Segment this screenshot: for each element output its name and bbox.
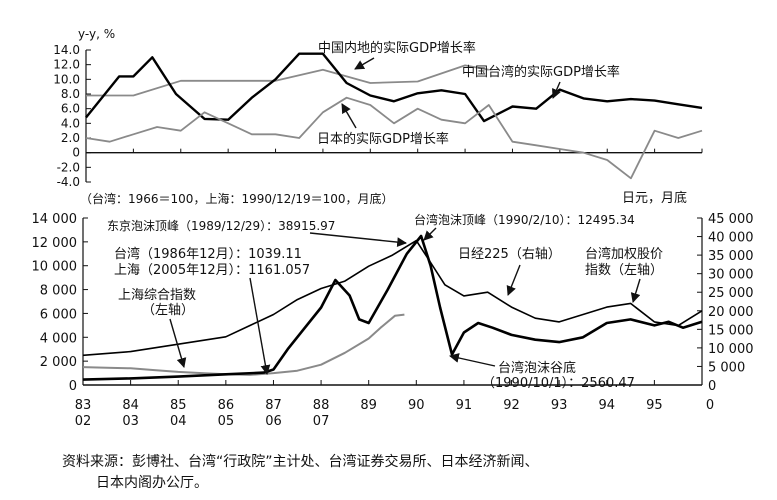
stock-left-axis: 0 2 000 4 000 6 000 8 000 10 000 12 000 14 000 [32,212,88,394]
stock-x-tick-label: 88 [313,398,330,413]
stock-x-tick-label: 91 [456,398,473,413]
stock-x-tick-label-end: 0 [706,398,714,413]
source-line-1: 资料来源：彭博社、台湾“行政院”主计处、台湾证券交易所、日本经济新闻、 [62,454,539,470]
stock-x-tick-label: 90 [408,398,425,413]
stock-x-tick-label-2: 02 [75,414,92,429]
arrow-taiwan-trough [449,353,496,367]
stock-x-tick-label: 86 [218,398,235,413]
stock-left-tick-label: 8 000 [40,284,77,299]
stock-panel: （台湾：1966＝100，上海：1990/12/19＝100，月底） 日元，月底… [32,190,754,429]
arrow-nikkei [506,264,521,296]
stock-x-tick-label: 95 [646,398,663,413]
stock-right-tick-label: 5 000 [708,360,745,375]
stock-left-tick-label: 4 000 [40,331,77,346]
stock-left-tick-label: 2 000 [40,355,77,370]
gdp-lines [85,52,703,180]
source-line-2: 日本内阁办公厅。 [96,475,208,491]
arrow-china-mainland [354,57,375,70]
stock-x-tick-label: 94 [598,398,615,413]
gdp-panel: y-y, % 14.012.010.08.06.04.02.00-2.0-4.0… [53,27,703,189]
label-japan-gdp: 日本的实际GDP增长率 [317,131,449,147]
gdp-y-tick-label: 2.0 [61,131,80,145]
gdp-ylabel: y-y, % [78,27,115,41]
label-sse-1: 上海综合指数 [118,288,196,303]
source-note: 资料来源：彭博社、台湾“行政院”主计处、台湾证券交易所、日本经济新闻、 日本内阁… [62,452,762,494]
gdp-y-tick-label: 6.0 [61,102,80,116]
label-taiwan-gdp: 中国台湾的实际GDP增长率 [462,64,620,80]
stock-left-tick-label: 6 000 [40,307,77,322]
stock-series-line-1 [82,234,703,381]
gdp-series-line-2 [85,96,703,180]
stock-x-tick-label-2: 03 [122,414,139,429]
stock-series-line-2 [82,239,703,357]
stock-right-axis: 0 5 000 10 000 15 000 20 000 25 000 30 000 35 0… [697,212,754,394]
arrow-taiwan-1986 [249,277,271,375]
stock-y2label: 日元，月底 [622,190,687,206]
label-shanghai-2005: 上海（2005年12月）：1161.057 [114,263,310,278]
stock-x-axis: 83 84 85 86 87 88 89 90 91 92 93 94 95 0 02 03 04 05 06 07 [75,380,714,429]
label-china-mainland-gdp: 中国内地的实际GDP增长率 [318,40,476,56]
gdp-y-tick-label: 0 [72,146,80,160]
arrow-sse [169,318,187,368]
stock-x-tick-label: 93 [551,398,568,413]
stock-x-tick-label: 85 [170,398,187,413]
stock-left-tick-label: 12 000 [32,236,78,251]
stock-x-tick-label-2: 05 [218,414,235,429]
stock-x-tick-label-2: 07 [313,414,330,429]
stock-left-tick-label: 0 [69,379,77,394]
label-taiwan-trough-1: 台湾泡沫谷底 [498,360,576,376]
stock-left-tick-label: 10 000 [32,260,78,275]
label-nikkei: 日经225（右轴） [458,247,561,262]
label-sse-2: （左轴） [142,303,194,318]
gdp-y-tick-label: -2.0 [57,160,80,174]
stock-x-tick-label-2: 06 [265,414,282,429]
stock-note: （台湾：1966＝100，上海：1990/12/19＝100，月底） [80,191,394,206]
stock-left-tick-label: 14 000 [32,212,78,227]
arrow-japan [341,103,357,129]
label-taiwan-1986: 台湾（1986年12月）：1039.11 [114,246,302,262]
label-taiwan-peak: 台湾泡沫顶峰（1990/2/10）：12495.34 [414,212,635,227]
stock-series-line-0 [82,313,405,376]
stock-right-tick-label: 15 000 [708,323,754,338]
arrow-tokyo-peak [309,232,407,247]
stock-right-tick-label: 10 000 [708,342,754,357]
stock-right-tick-label: 40 000 [708,231,754,246]
stock-x-tick-label: 84 [122,398,139,413]
gdp-y-axis: 14.012.010.08.06.04.02.00-2.0-4.0 [53,43,703,189]
stock-x-tick-label: 89 [360,398,377,413]
stock-right-tick-label: 35 000 [708,249,754,264]
label-taiex-2: 指数（左轴） [585,263,663,278]
gdp-series-line-1 [85,52,703,123]
arrow-taiex [630,278,641,303]
stock-right-tick-label: 45 000 [708,212,754,227]
arrow-taiwan [552,81,562,99]
gdp-y-tick-label: 8.0 [61,87,80,101]
stock-right-tick-label: 30 000 [708,268,754,283]
stock-x-tick-label-2: 04 [170,414,187,429]
label-tokyo-peak: 东京泡沫顶峰（1989/12/29）：38915.97 [107,219,335,233]
gdp-y-tick-label: 10.0 [53,72,80,86]
stock-x-tick-label: 92 [503,398,520,413]
arrow-taiwan-peak [423,227,437,241]
stock-x-tick-label: 87 [265,398,282,413]
label-taiwan-trough-2: （1990/10/1）：2560.47 [482,376,635,391]
gdp-y-tick-label: -4.0 [57,175,80,189]
gdp-y-tick-label: 4.0 [61,116,80,130]
gdp-series-line-0 [86,64,489,97]
label-taiex-1: 台湾加权股价 [585,246,663,262]
gdp-y-tick-label: 12.0 [53,58,80,72]
stock-x-tick-label: 83 [75,398,92,413]
gdp-y-tick-label: 14.0 [53,43,80,57]
stock-right-tick-label: 20 000 [708,305,754,320]
stock-right-tick-label: 0 [708,379,716,394]
stock-right-tick-label: 25 000 [708,286,754,301]
